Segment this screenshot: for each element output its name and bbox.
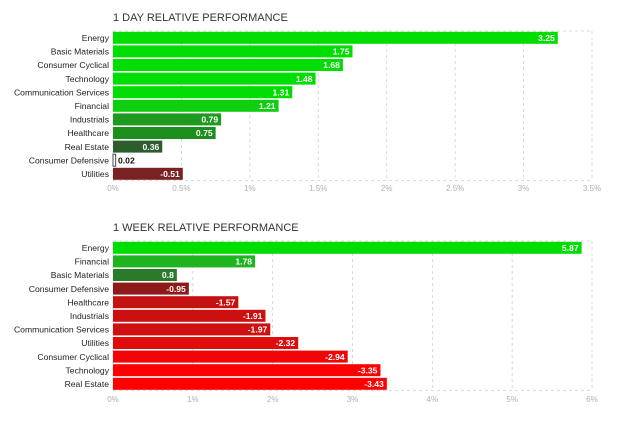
value-label: 3.25 [538,33,555,43]
bar [113,350,348,363]
category-label: Consumer Defensive [29,155,109,165]
value-label: -0.95 [166,284,186,294]
value-label: -3.43 [364,379,384,389]
x-tick-label: 3% [518,184,530,193]
x-tick-label: 2% [381,184,393,193]
category-label: Technology [66,365,110,375]
value-label: 0.79 [201,115,218,125]
bar [113,140,163,153]
category-label: Consumer Cyclical [37,60,109,70]
value-label: -2.32 [276,338,296,348]
bar [113,31,558,44]
bar [113,72,316,85]
category-label: Industrials [70,115,109,125]
bar [113,127,216,139]
bar [113,364,381,377]
x-tick-label: 1% [244,184,256,193]
value-label: -1.57 [216,297,236,307]
value-label: 0.75 [196,128,213,138]
category-label: Energy [82,243,110,253]
day-performance-chart: 0% 0.5% 1% 1.5% 2% 2.5% 3% 3.5% Energy 3.25 Basic … [14,30,601,193]
bar [113,269,177,281]
category-label: Utilities [81,338,109,348]
value-label: 1.21 [259,101,276,111]
value-label: 5.87 [562,243,579,253]
bar [113,296,239,309]
week-performance-title: 1 WEEK RELATIVE PERFORMANCE [113,222,299,234]
value-label: -1.91 [243,311,263,321]
x-tick-label: 1% [187,395,199,404]
value-label: 1.31 [273,87,290,97]
bar [113,309,266,322]
category-label: Technology [66,74,110,84]
value-label: 1.68 [323,60,340,70]
category-label: Consumer Cyclical [37,352,109,362]
value-label: -3.35 [358,365,378,375]
category-label: Energy [82,33,110,43]
value-label: -0.51 [160,169,180,179]
value-label: 1.48 [296,74,313,84]
value-label: -1.97 [248,325,268,335]
bar [113,59,343,71]
bar [113,323,271,336]
x-tick-label: 4% [427,395,439,404]
bar [113,282,189,295]
bar [113,241,582,254]
category-label: Financial [75,257,109,267]
x-tick-label: 3.5% [583,184,601,193]
category-label: Communication Services [14,325,109,335]
x-tick-label: 1.5% [309,184,327,193]
x-tick-label: 6% [586,395,598,404]
bar [113,377,387,390]
x-tick-label: 2% [267,395,279,404]
bar [113,255,256,268]
bar [113,113,222,126]
value-label: 0.02 [118,155,135,165]
category-label: Real Estate [65,142,110,152]
value-label: -2.94 [325,352,345,362]
bar [113,45,353,58]
day-performance-title: 1 DAY RELATIVE PERFORMANCE [113,12,288,24]
category-label: Industrials [70,311,109,321]
bar [113,337,299,349]
category-label: Consumer Defensive [29,284,109,294]
value-label: 1.78 [235,257,252,267]
category-label: Utilities [81,169,109,179]
x-tick-label: 2.5% [446,184,464,193]
category-label: Real Estate [65,379,110,389]
x-tick-label: 5% [506,395,518,404]
category-label: Financial [75,101,109,111]
x-tick-label: 0% [107,184,119,193]
value-label: 1.75 [333,47,350,57]
x-tick-label: 3% [347,395,359,404]
value-label: 0.36 [143,142,160,152]
bar [112,153,117,167]
bar [113,167,183,180]
bar [113,86,293,99]
value-label: 0.8 [162,270,174,280]
category-label: Healthcare [67,297,109,307]
category-label: Basic Materials [51,47,109,57]
x-tick-label: 0% [107,395,119,404]
category-label: Basic Materials [51,270,109,280]
category-label: Communication Services [14,87,109,97]
category-label: Healthcare [67,128,109,138]
x-tick-label: 0.5% [172,184,190,193]
bar [113,99,279,112]
